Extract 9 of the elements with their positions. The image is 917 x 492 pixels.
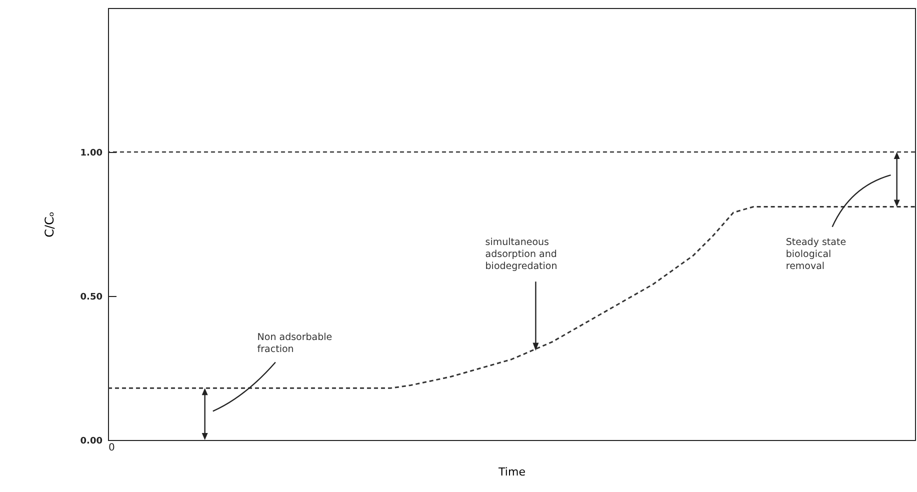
y-axis-title: C/Cₒ [42,212,56,238]
annotation: Steady state biological removal [786,236,846,272]
y-tick-label: 0.50 [80,292,102,302]
y-tick-label: 1.00 [80,148,102,158]
annotation: Non adsorbable fraction [257,332,332,355]
x-axis-title: Time [498,466,526,478]
annotation: simultaneous adsorption and biodegredation [485,236,558,272]
y-tick-label: 0.00 [80,436,102,446]
x-tick-label: 0 [108,442,115,454]
